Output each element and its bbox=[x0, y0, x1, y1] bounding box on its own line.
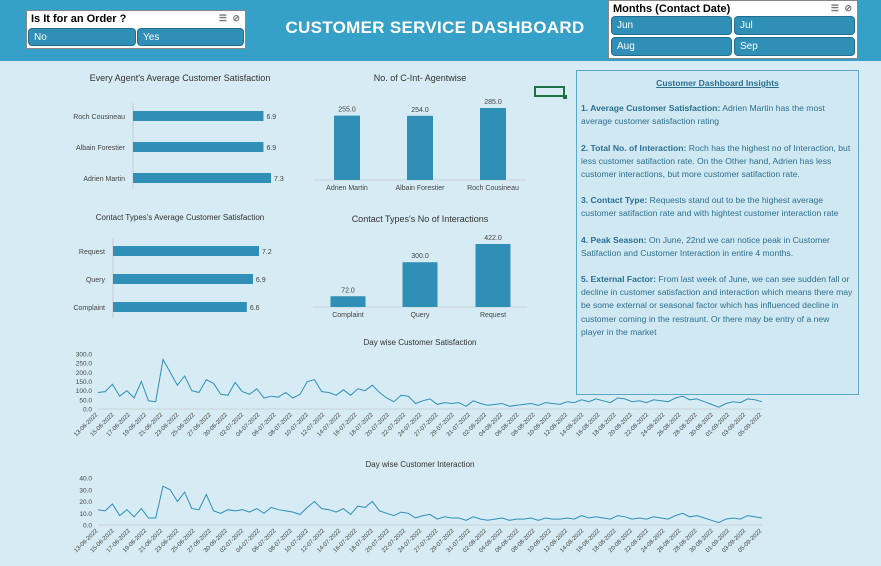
bar bbox=[334, 115, 360, 180]
bar bbox=[133, 142, 264, 152]
multi-select-icon[interactable]: ☰ bbox=[830, 3, 839, 13]
data-label: 6.6 bbox=[250, 305, 260, 312]
data-label: 6.9 bbox=[256, 277, 266, 284]
category-label: Request bbox=[480, 312, 506, 319]
insight-label: 2. Total No. of Interaction: bbox=[581, 142, 687, 153]
category-label: Complaint bbox=[73, 305, 105, 312]
y-tick-label: 0.0 bbox=[83, 407, 92, 414]
insight-text: Roch has the highest no of Interaction, … bbox=[581, 142, 851, 180]
y-tick-label: 50.0 bbox=[79, 397, 92, 404]
chart-title-daily-satisfaction: Day wise Customer Satisfaction bbox=[363, 338, 477, 347]
order-slicer: Is It for an Order ? ☰ ⊘ No Yes bbox=[26, 10, 246, 49]
data-label: 6.9 bbox=[266, 145, 276, 152]
insight-text: From last week of June, we can see sudde… bbox=[581, 274, 853, 337]
bar bbox=[480, 108, 506, 180]
insight-item: 2. Total No. of Interaction: Roch has th… bbox=[581, 142, 854, 182]
data-label: 72.0 bbox=[341, 287, 355, 294]
insight-item: 3. Contact Type: Requests stand out to b… bbox=[581, 194, 854, 220]
month-option-jun[interactable]: Jun bbox=[611, 16, 732, 35]
category-label: Roch Cousineau bbox=[73, 114, 125, 121]
fill-handle[interactable] bbox=[563, 95, 567, 99]
order-slicer-option-no[interactable]: No bbox=[28, 28, 136, 46]
chart-title-daily-interaction: Day wise Customer Interaction bbox=[365, 460, 475, 469]
bar bbox=[330, 296, 366, 307]
data-label: 7.2 bbox=[262, 249, 272, 256]
category-label: Complaint bbox=[332, 312, 364, 319]
month-option-aug[interactable]: Aug bbox=[611, 37, 732, 56]
insight-text: Adrien Martin has the most average custo… bbox=[581, 103, 825, 127]
bar bbox=[133, 173, 271, 183]
insight-item: 5. External Factor: From last week of Ju… bbox=[581, 273, 854, 339]
months-slicer-title: Months (Contact Date) bbox=[613, 3, 731, 15]
chart-title-contact-satisfaction: Contact Types's Average Customer Satisfa… bbox=[95, 213, 265, 222]
y-tick-label: 250.0 bbox=[76, 361, 93, 368]
insight-label: 3. Contact Type: bbox=[581, 195, 648, 206]
category-label: Request bbox=[79, 249, 105, 256]
category-label: Adrien Martin bbox=[326, 185, 368, 192]
dashboard-title: CUSTOMER SERVICE DASHBOARD bbox=[285, 18, 585, 37]
y-tick-label: 20.0 bbox=[79, 499, 92, 506]
months-slicer: Months (Contact Date) ☰ ⊘ Jun Jul Aug Se… bbox=[608, 0, 858, 59]
bar bbox=[407, 115, 433, 180]
data-label: 285.0 bbox=[484, 99, 502, 106]
data-label: 7.3 bbox=[274, 176, 284, 183]
chart-title-contact-interactions: Contact Types's No of Interactions bbox=[351, 214, 489, 224]
category-label: Adrien Martin bbox=[83, 176, 125, 183]
clear-filter-icon[interactable]: ⊘ bbox=[232, 13, 240, 23]
chart-title-agent-interactions: No. of C-Int- Agentwise bbox=[373, 73, 467, 83]
y-tick-label: 150.0 bbox=[76, 379, 93, 386]
insights-heading: Customer Dashboard Insights bbox=[656, 78, 779, 88]
bar bbox=[402, 262, 438, 307]
y-tick-label: 30.0 bbox=[79, 487, 92, 494]
clear-filter-icon[interactable]: ⊘ bbox=[844, 3, 852, 13]
insight-item: 1. Average Customer Satisfaction: Adrien… bbox=[581, 102, 854, 128]
bar bbox=[475, 244, 511, 307]
data-label: 422.0 bbox=[484, 235, 502, 242]
data-label: 255.0 bbox=[338, 107, 356, 114]
insight-label: 4. Peak Season: bbox=[581, 234, 647, 245]
data-label: 300.0 bbox=[411, 253, 429, 260]
y-tick-label: 100.0 bbox=[76, 388, 93, 395]
y-tick-label: 40.0 bbox=[79, 476, 92, 483]
month-option-jul[interactable]: Jul bbox=[734, 16, 855, 35]
y-tick-label: 0.0 bbox=[83, 523, 92, 530]
insight-label: 1. Average Customer Satisfaction: bbox=[581, 103, 721, 114]
multi-select-icon[interactable]: ☰ bbox=[218, 13, 227, 23]
order-slicer-option-yes[interactable]: Yes bbox=[137, 28, 244, 46]
y-tick-label: 300.0 bbox=[76, 352, 93, 359]
insight-label: 5. External Factor: bbox=[581, 274, 656, 285]
series-line bbox=[97, 358, 763, 408]
series-line bbox=[97, 485, 763, 524]
month-option-sep[interactable]: Sep bbox=[734, 37, 855, 56]
order-slicer-title: Is It for an Order ? bbox=[31, 13, 127, 25]
bar bbox=[113, 274, 253, 284]
category-label: Roch Cousineau bbox=[467, 185, 519, 192]
category-label: Albain Forestier bbox=[76, 145, 126, 152]
y-tick-label: 200.0 bbox=[76, 370, 93, 377]
insight-text: On June, 22nd we can notice peak in Cust… bbox=[581, 234, 830, 258]
bar bbox=[113, 246, 259, 256]
chart-title-agent-satisfaction: Every Agent's Average Customer Satisfact… bbox=[89, 73, 271, 83]
insight-text: Requests stand out to be the highest ave… bbox=[581, 195, 839, 219]
insight-item: 4. Peak Season: On June, 22nd we can not… bbox=[581, 234, 854, 260]
selected-cell[interactable] bbox=[534, 86, 567, 99]
data-label: 6.9 bbox=[266, 114, 276, 121]
category-label: Query bbox=[410, 312, 430, 319]
bar bbox=[113, 302, 247, 312]
data-label: 254.0 bbox=[411, 107, 429, 114]
insights-panel: Customer Dashboard Insights 1. Average C… bbox=[576, 70, 859, 395]
y-tick-label: 10.0 bbox=[79, 511, 92, 518]
category-label: Albain Forestier bbox=[395, 185, 445, 192]
bar bbox=[133, 111, 264, 121]
category-label: Query bbox=[86, 277, 106, 284]
